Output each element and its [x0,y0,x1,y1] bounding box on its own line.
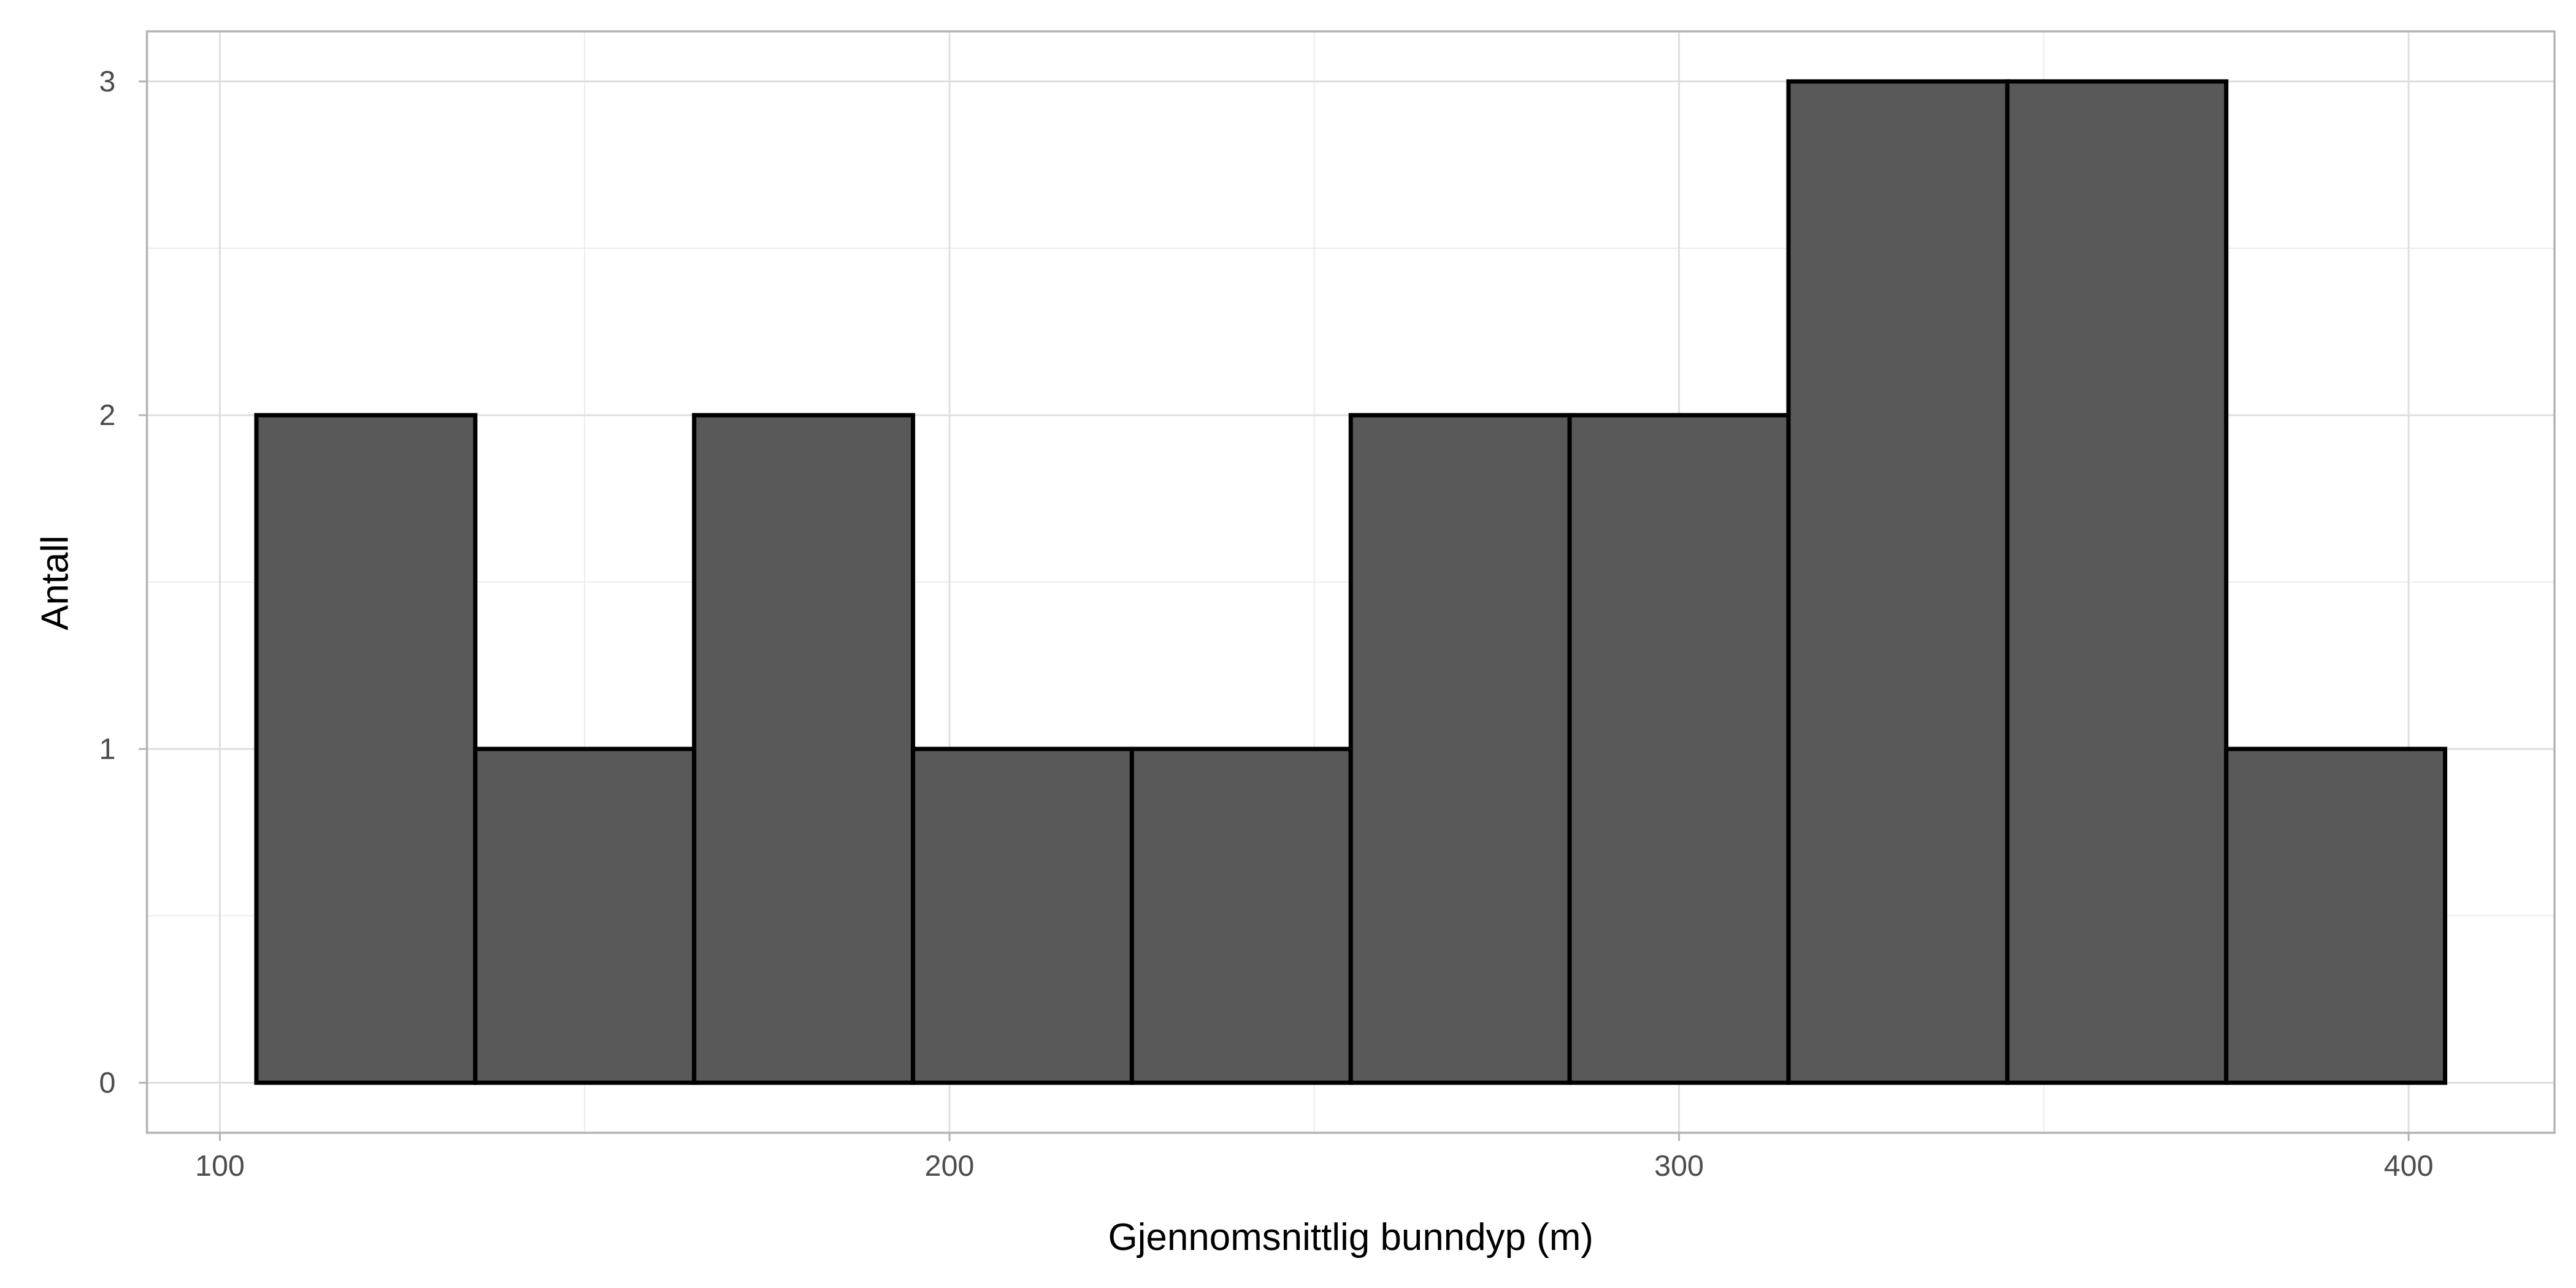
y-tick-label: 2 [99,399,116,432]
histogram-bar [2005,79,2229,1085]
histogram-bar [1567,413,1791,1085]
ticks: 100 200 300 400 0 1 2 3 [99,65,2434,1183]
histogram-bar [1786,79,2010,1085]
x-tick-label: 200 [925,1149,975,1183]
panel-border [145,30,2556,1134]
histogram-bar [911,746,1134,1085]
histogram-bar [692,413,916,1085]
y-tick-label: 3 [99,65,116,98]
y-tick-label: 0 [99,1066,116,1099]
histogram-bar [1348,413,1572,1085]
histogram-bar [254,413,478,1085]
x-axis-title: Gjennomsnittlig bunndyp (m) [1108,1216,1593,1259]
x-tick-label: 300 [1654,1149,1704,1183]
histogram-bar [1129,746,1353,1085]
y-axis-title: Antall [34,535,76,631]
bars [254,79,2448,1085]
histogram-bar [2224,746,2448,1085]
x-tick-label: 100 [195,1149,245,1183]
x-tick-label: 400 [2384,1149,2434,1183]
histogram-bar [473,746,697,1085]
y-tick-label: 1 [99,732,116,765]
